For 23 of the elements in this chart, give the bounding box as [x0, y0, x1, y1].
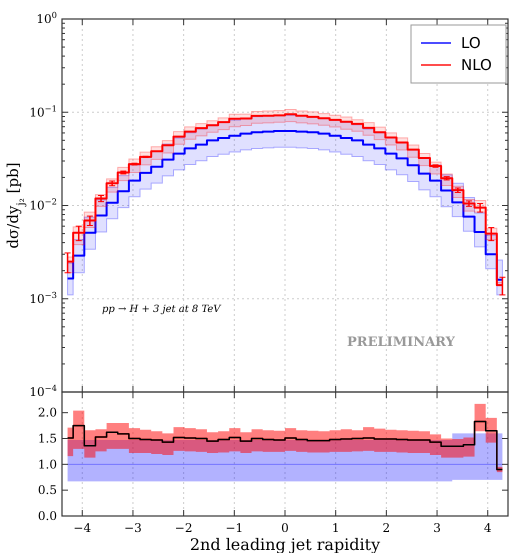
y-tick-label: 0.0: [38, 509, 57, 523]
y-tick-label: 10$^{−3}$: [29, 290, 57, 306]
x-tick-label: −4: [73, 521, 92, 535]
legend-label: LO: [461, 34, 481, 52]
x-tick-label: −1: [225, 521, 244, 535]
x-tick-label: 2: [382, 521, 390, 535]
y-tick-label: 10$^{−4}$: [29, 383, 57, 399]
annotation: pp → H + 3 jet at 8 TeV: [102, 304, 222, 315]
legend-label: NLO: [461, 56, 492, 74]
y-tick-label: 10$^{−2}$: [29, 196, 57, 212]
x-tick-label: −3: [124, 521, 142, 535]
x-tick-label: 3: [433, 521, 441, 535]
x-tick-label: 1: [332, 521, 340, 535]
x-tick-label: 4: [484, 521, 492, 535]
y-tick-label: 2.0: [38, 406, 57, 420]
y-tick-label: 10$^{0}$: [36, 10, 57, 26]
y-tick-label: 0.5: [38, 483, 57, 498]
x-tick-label: 0: [281, 521, 289, 535]
y-tick-label: 10$^{−1}$: [29, 103, 57, 120]
x-tick-label: −2: [174, 521, 192, 535]
annotation: PRELIMINARY: [347, 335, 456, 350]
y-tick-label: 1.0: [38, 457, 57, 472]
y-tick-label: 1.5: [38, 432, 57, 446]
